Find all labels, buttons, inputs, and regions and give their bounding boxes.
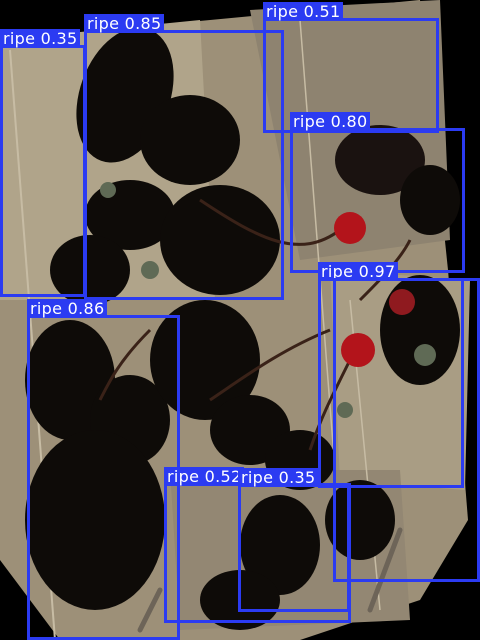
detection-box: ripe 0.51: [263, 2, 439, 133]
detection-box: ripe 0.80: [290, 112, 465, 273]
detection-box: [333, 278, 480, 582]
strawberries: [334, 212, 415, 367]
metal-rods: [137, 527, 403, 633]
detection-box: ripe 0.85: [84, 14, 284, 300]
detection-label: ripe 0.86: [27, 299, 108, 318]
detection-label: ripe 0.51: [263, 2, 344, 21]
detection-label: ripe 0.85: [84, 14, 165, 33]
detection-box: ripe 0.35: [0, 29, 86, 297]
detection-label: ripe 0.97: [318, 262, 399, 281]
sepals: [100, 182, 436, 418]
detection-label: ripe 0.80: [290, 112, 371, 131]
detection-label: ripe 0.35: [0, 29, 81, 48]
detection-label: ripe 0.35: [238, 468, 319, 487]
detection-box: ripe 0.86: [27, 299, 180, 640]
detection-box: ripe 0.35: [238, 468, 350, 612]
detection-label: ripe 0.52: [164, 467, 245, 486]
